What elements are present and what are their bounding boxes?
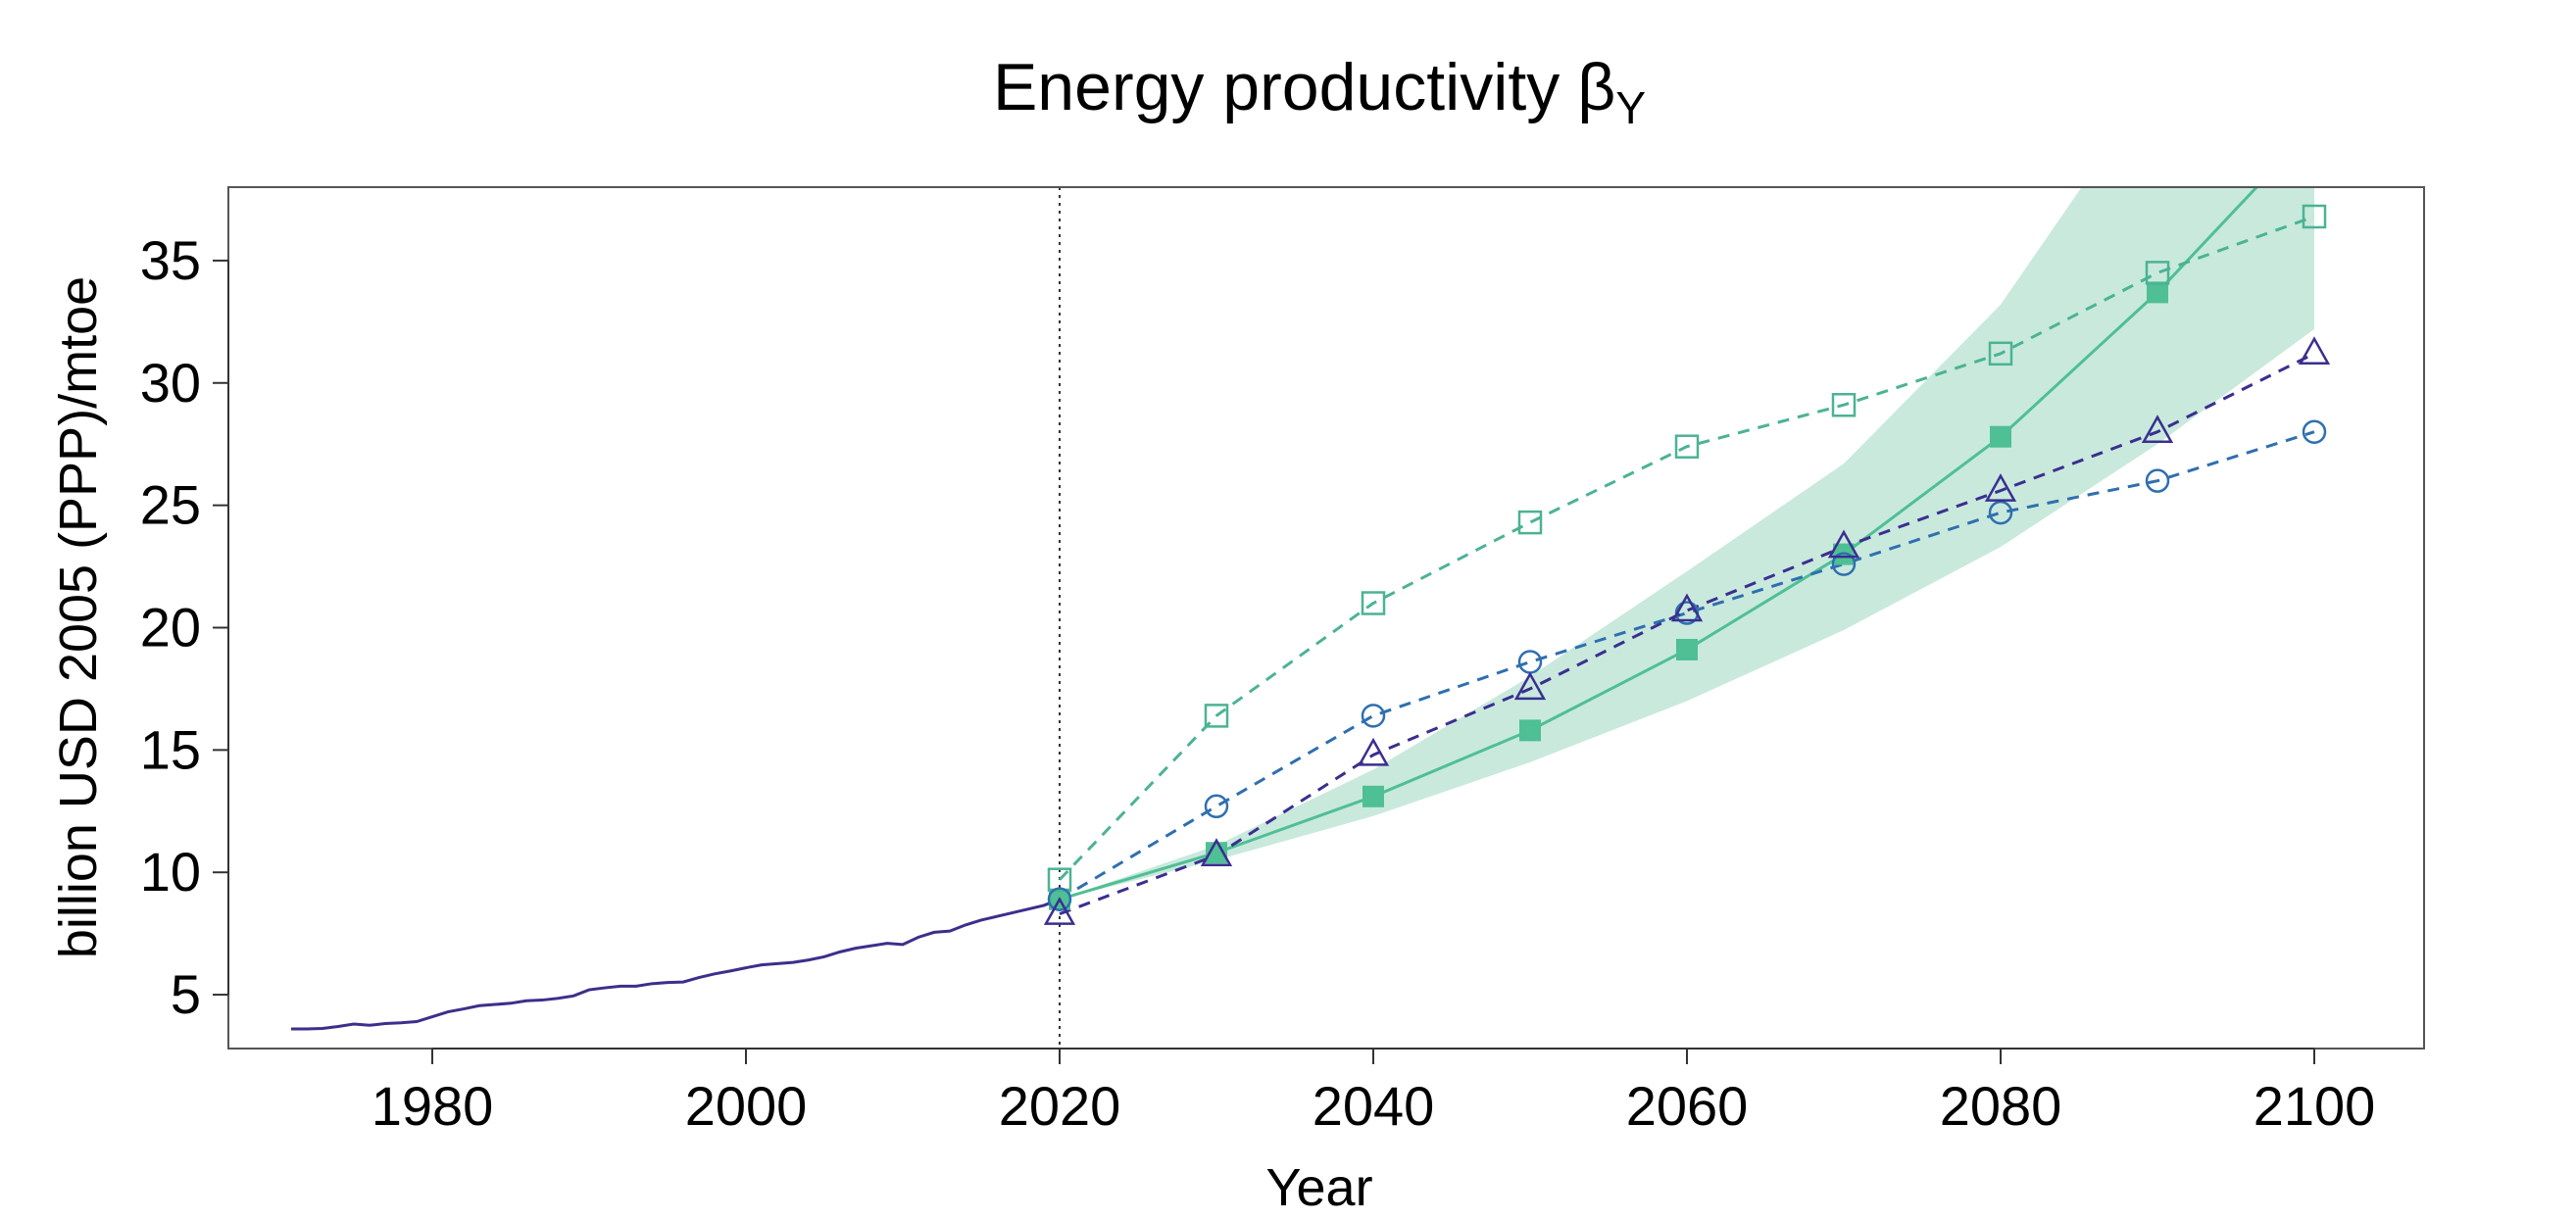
x-tick-label: 2000 <box>685 1075 808 1137</box>
series-4-marker <box>1670 593 1704 622</box>
chart-title: Energy productivity βY <box>993 50 1646 133</box>
uncertainty-band <box>1060 187 2314 900</box>
series-1-marker <box>1990 425 2011 448</box>
series-1-marker <box>2147 281 2168 304</box>
series-3-marker <box>2145 468 2170 493</box>
series-3-marker <box>2302 419 2327 444</box>
series-3-marker <box>1047 887 1072 911</box>
y-axis: 5 10 15 20 25 30 35 <box>140 229 229 1025</box>
historical-line <box>291 898 1061 1031</box>
y-tick-label: 35 <box>140 229 201 291</box>
series-2-marker <box>1517 510 1543 535</box>
series-4-marker <box>1200 838 1233 866</box>
series-1-marker <box>1362 785 1384 807</box>
series-3-marker <box>1204 794 1229 819</box>
series-4-marker <box>1827 529 1860 559</box>
series-4-marker <box>1357 737 1390 766</box>
y-tick-label: 5 <box>171 963 201 1025</box>
x-tick-label: 2100 <box>2254 1075 2376 1137</box>
x-tick-label: 2080 <box>1940 1075 2062 1137</box>
series-2-marker <box>1674 434 1700 459</box>
series-4-marker <box>1984 473 2017 502</box>
series-3-marker <box>1831 552 1857 576</box>
series-3-marker <box>1361 704 1386 728</box>
y-tick-label: 30 <box>140 352 201 414</box>
marker-layer <box>1043 204 2331 925</box>
series-layer <box>291 187 2315 1031</box>
x-tick-label: 2020 <box>999 1075 1121 1137</box>
y-tick-label: 10 <box>140 841 201 903</box>
series-3-marker <box>1517 650 1543 674</box>
y-tick-label: 25 <box>140 474 201 536</box>
series-2-marker <box>2302 204 2327 229</box>
series-line-2 <box>1058 215 2315 881</box>
series-2-marker <box>1988 341 2013 366</box>
series-2-marker <box>1361 591 1386 615</box>
series-line-4 <box>1059 352 2315 916</box>
uncertainty-band-layer <box>1060 187 2314 900</box>
y-tick-label: 15 <box>140 718 201 780</box>
series-4-marker <box>2141 415 2174 443</box>
x-axis-title: Year <box>1265 1158 1372 1217</box>
chart-title-symbol: β <box>1577 50 1615 124</box>
y-tick-label: 20 <box>140 596 201 658</box>
series-3-marker <box>1988 500 2013 525</box>
chart-title-subscript: Y <box>1615 82 1646 133</box>
series-2-marker <box>1204 704 1229 728</box>
x-axis: 1980 2000 2020 2040 2060 2080 2100 <box>372 1048 2376 1137</box>
series-2-marker <box>1047 867 1072 892</box>
series-4-marker <box>1513 671 1547 701</box>
series-2-marker <box>2145 261 2170 285</box>
series-1-marker <box>1519 719 1541 742</box>
series-1-marker <box>1676 638 1698 660</box>
x-tick-label: 1980 <box>372 1075 494 1137</box>
chart-title-text: Energy productivity <box>993 50 1560 124</box>
x-tick-label: 2060 <box>1626 1075 1749 1137</box>
y-axis-title: billion USD 2005 (PPP)/mtoe <box>49 276 108 958</box>
series-4-marker <box>2298 336 2331 366</box>
series-4-marker <box>1043 897 1076 925</box>
x-tick-label: 2040 <box>1313 1075 1435 1137</box>
series-2-marker <box>1831 392 1857 417</box>
